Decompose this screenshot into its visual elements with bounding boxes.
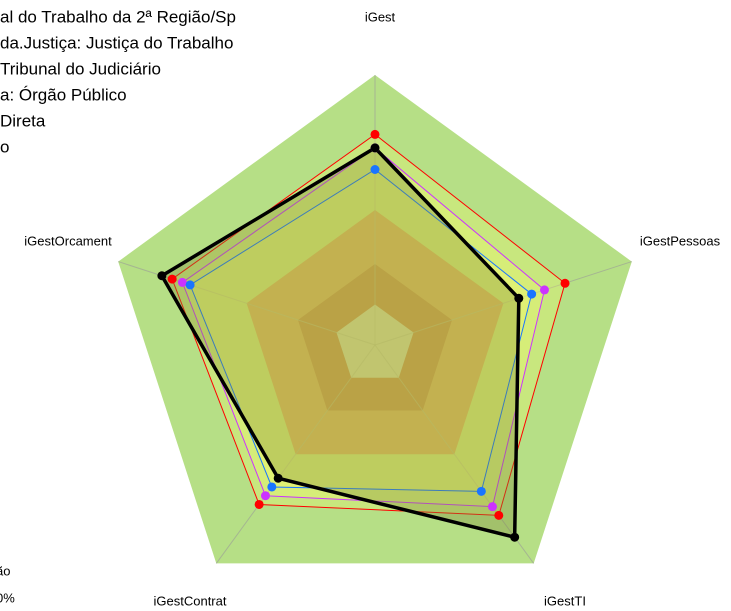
series-area	[159, 145, 521, 540]
marker	[370, 143, 380, 153]
marker	[560, 278, 570, 288]
spoke	[374, 261, 632, 346]
marker	[273, 473, 283, 483]
marker	[487, 502, 497, 512]
marker	[370, 165, 380, 174]
annotation: Tribunal do Judiciário	[0, 59, 161, 78]
marker	[260, 491, 270, 501]
annotation: al do Trabalho da 2ª Região/Sp	[0, 7, 236, 26]
marker	[185, 280, 195, 290]
annotation: o	[0, 137, 9, 156]
marker	[254, 499, 264, 509]
footer-text: 0%	[0, 590, 15, 605]
marker	[539, 285, 549, 295]
spoke	[215, 344, 376, 564]
marker	[267, 482, 277, 492]
marker	[370, 129, 380, 139]
axis-label: iGestPessoas	[640, 233, 721, 248]
marker	[527, 289, 537, 299]
axis-label: iGestContrat	[154, 593, 227, 608]
annotation: Direta	[0, 111, 46, 130]
axis-label: iGestOrcament	[24, 233, 112, 248]
marker	[476, 486, 486, 496]
series-area	[181, 147, 546, 508]
series-area	[189, 168, 533, 492]
marker	[157, 271, 167, 281]
annotation: da.Justiça: Justiça do Trabalho	[0, 33, 233, 52]
marker	[514, 293, 524, 303]
marker	[177, 277, 187, 287]
footer-text: ão	[0, 563, 10, 578]
axis-label: iGest	[365, 9, 396, 24]
marker	[494, 510, 504, 520]
marker	[510, 532, 520, 542]
spoke	[374, 344, 535, 564]
marker	[167, 274, 177, 284]
series-area	[171, 133, 566, 516]
annotation: a: Órgão Público	[0, 85, 127, 104]
axis-label: iGestTI	[544, 593, 586, 608]
